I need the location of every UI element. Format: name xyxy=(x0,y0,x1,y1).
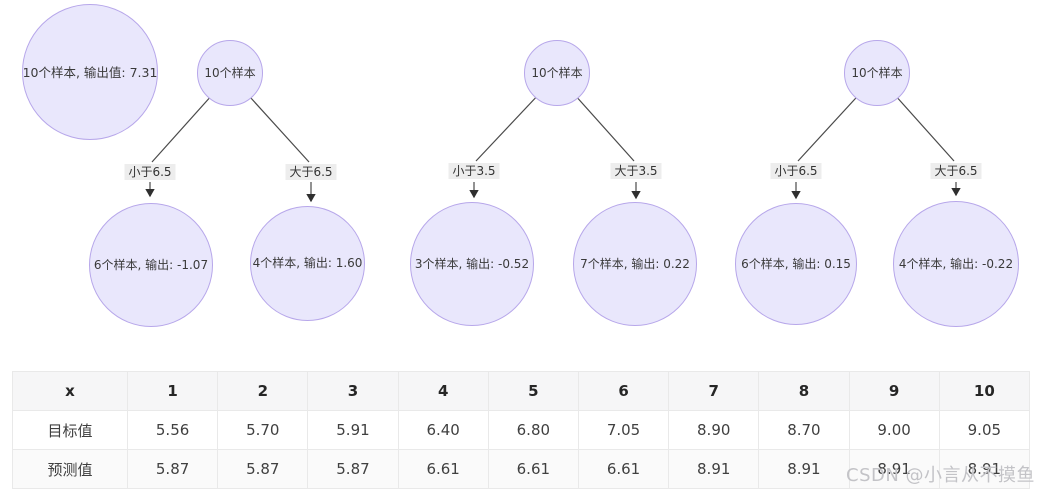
tree1-right-leaf-node: 4个样本, 输出: 1.60 xyxy=(250,206,365,321)
tree1-right-condition-label: 大于6.5 xyxy=(285,164,337,180)
pred-value-5: 6.61 xyxy=(487,449,579,489)
table-header-row: x 1 2 3 4 5 6 7 8 9 10 xyxy=(12,371,1031,411)
pred-value-7: 8.91 xyxy=(668,449,760,489)
pred-value-2: 5.87 xyxy=(217,449,309,489)
column-header-1: 1 xyxy=(126,371,219,411)
column-header-8: 8 xyxy=(758,371,850,411)
tree3-right-leaf-label: 4个样本, 输出: -0.22 xyxy=(898,256,1014,271)
row-label-target: 目标值 xyxy=(12,410,128,450)
tree2-root-label: 10个样本 xyxy=(531,65,583,80)
column-header-3: 3 xyxy=(307,371,399,411)
table-row-target: 目标值 5.56 5.70 5.91 6.40 6.80 7.05 8.90 8… xyxy=(12,410,1031,450)
column-header-9: 9 xyxy=(848,371,940,411)
target-value-4: 6.40 xyxy=(397,410,489,450)
column-header-4: 4 xyxy=(397,371,489,411)
tree1-right-leaf-label: 4个样本, 输出: 1.60 xyxy=(252,256,363,271)
column-header-2: 2 xyxy=(217,371,309,411)
pred-value-8: 8.91 xyxy=(758,449,850,489)
row-label-prediction: 预测值 xyxy=(12,449,128,489)
tree1-left-leaf-label: 6个样本, 输出: -1.07 xyxy=(93,257,209,272)
table-row-prediction: 预测值 5.87 5.87 5.87 6.61 6.61 6.61 8.91 8… xyxy=(12,449,1031,489)
column-header-7: 7 xyxy=(668,371,760,411)
tree1-root-label: 10个样本 xyxy=(204,65,256,80)
initial-prediction-label: 10个样本, 输出值: 7.31 xyxy=(22,64,158,80)
column-header-10: 10 xyxy=(938,371,1031,411)
values-table: x 1 2 3 4 5 6 7 8 9 10 目标值 5.56 5.70 5.9… xyxy=(12,371,1031,489)
target-value-6: 7.05 xyxy=(577,410,670,450)
initial-prediction-node: 10个样本, 输出值: 7.31 xyxy=(22,4,158,140)
pred-value-3: 5.87 xyxy=(307,449,399,489)
tree2-root-node: 10个样本 xyxy=(524,40,590,106)
pred-value-10: 8.91 xyxy=(938,449,1031,489)
target-value-3: 5.91 xyxy=(307,410,399,450)
tree2-left-condition-label: 小于3.5 xyxy=(448,163,500,179)
tree1-left-condition-label: 小于6.5 xyxy=(124,164,176,180)
tree3-right-condition-label: 大于6.5 xyxy=(930,163,982,179)
tree3-left-leaf-label: 6个样本, 输出: 0.15 xyxy=(741,256,851,271)
tree2-right-condition-label: 大于3.5 xyxy=(610,163,662,179)
target-value-7: 8.90 xyxy=(668,410,760,450)
column-header-5: 5 xyxy=(487,371,579,411)
target-value-1: 5.56 xyxy=(126,410,219,450)
tree3-root-label: 10个样本 xyxy=(851,65,903,80)
tree3-left-condition-label: 小于6.5 xyxy=(770,163,822,179)
target-value-9: 9.00 xyxy=(848,410,940,450)
pred-value-4: 6.61 xyxy=(397,449,489,489)
tree1-root-node: 10个样本 xyxy=(197,40,263,106)
target-value-10: 9.05 xyxy=(938,410,1031,450)
target-value-5: 6.80 xyxy=(487,410,579,450)
tree3-root-node: 10个样本 xyxy=(844,40,910,106)
tree1-left-leaf-node: 6个样本, 输出: -1.07 xyxy=(89,203,213,327)
tree2-right-leaf-node: 7个样本, 输出: 0.22 xyxy=(573,202,697,326)
pred-value-6: 6.61 xyxy=(577,449,670,489)
column-header-x: x xyxy=(12,371,128,411)
tree3-right-leaf-node: 4个样本, 输出: -0.22 xyxy=(893,201,1019,327)
pred-value-1: 5.87 xyxy=(126,449,219,489)
tree2-left-leaf-label: 3个样本, 输出: -0.52 xyxy=(414,256,530,271)
csdn-watermark: CSDN @小言从不摸鱼 xyxy=(846,465,1036,486)
column-header-6: 6 xyxy=(577,371,670,411)
tree2-left-leaf-node: 3个样本, 输出: -0.52 xyxy=(410,202,534,326)
tree2-right-leaf-label: 7个样本, 输出: 0.22 xyxy=(580,256,690,271)
target-value-8: 8.70 xyxy=(758,410,850,450)
pred-value-9: 8.91 xyxy=(848,449,940,489)
target-value-2: 5.70 xyxy=(217,410,309,450)
tree3-left-leaf-node: 6个样本, 输出: 0.15 xyxy=(735,203,857,325)
